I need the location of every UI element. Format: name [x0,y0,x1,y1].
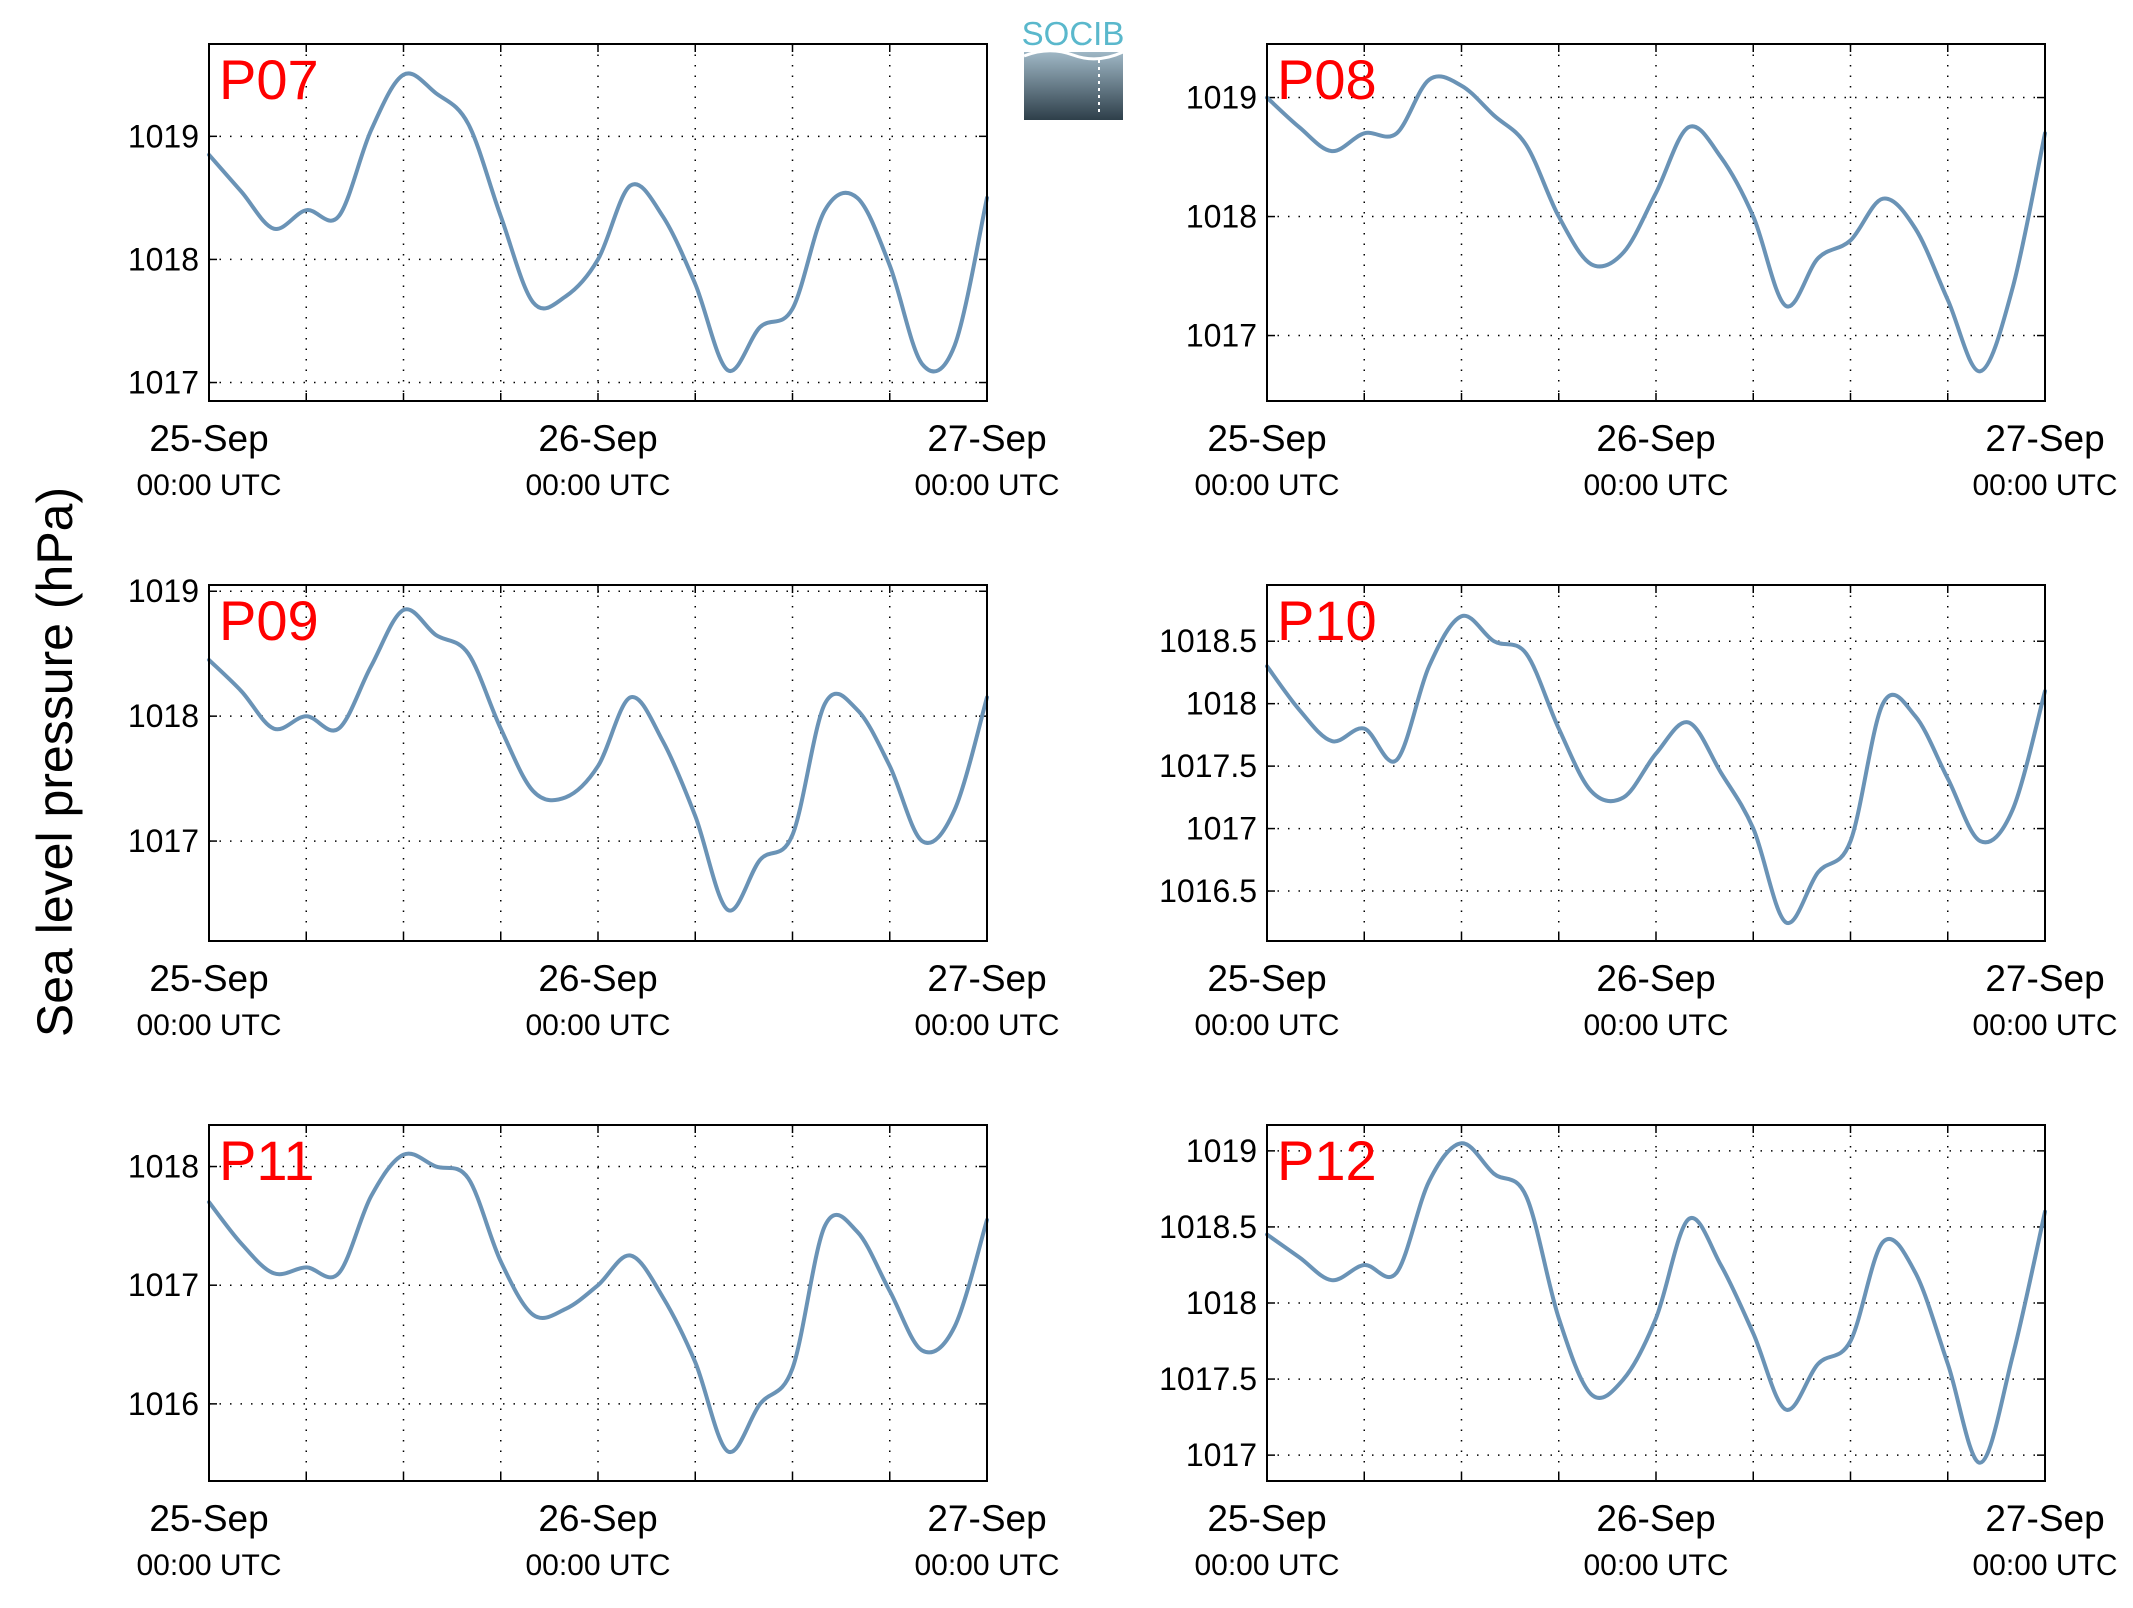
logo-text: SOCIB [1022,15,1125,52]
axes-frame [1266,1124,2046,1482]
panel-p09: 1017 1018 1019 P09 25-Sep 00:00 UTC 26-Sep 00:0… [128,573,1060,1042]
x-tick-date-label: 25-Sep [149,418,268,459]
x-tick-date-label: 26-Sep [538,958,657,999]
x-tick-date-label: 27-Sep [927,1498,1046,1539]
pressure-series-line [1265,74,2047,374]
panel-label: P07 [219,48,319,111]
panels: 1017 1018 1019 P07 25-Sep 00:00 UTC 26-Sep 00:0… [128,43,2118,1582]
x-tick-time-label: 00:00 UTC [914,469,1059,502]
panel-label: P08 [1277,48,1377,111]
logo-wave [1023,49,1124,61]
y-tick-label: 1018 [128,698,199,734]
plot-area [1267,585,2045,941]
axes-frame [1266,43,2046,402]
y-tick-label: 1017.5 [1159,1361,1257,1397]
y-tick-label: 1017 [1186,1437,1257,1473]
x-tick-time-label: 00:00 UTC [1583,1009,1728,1042]
panel-p12: 1017 1017.5 1018 1018.5 1019 P12 25-Sep 00:00 U… [1159,1124,2118,1582]
x-tick-time-label: 00:00 UTC [525,1549,670,1582]
socib-logo: SOCIB [1022,15,1125,120]
x-tick-date-label: 27-Sep [1985,1498,2104,1539]
y-tick-label: 1018 [1186,199,1257,235]
axes-frame [1266,584,2046,942]
axes-frame [208,1124,988,1482]
pressure-series-line [1265,613,2047,925]
panel-label: P12 [1277,1129,1377,1192]
x-tick-date-label: 26-Sep [538,418,657,459]
pressure-series-line [1265,1141,2047,1465]
panel-p08: 1017 1018 1019 P08 25-Sep 00:00 UTC 26-Sep 00:0… [1186,43,2118,502]
y-tick-label: 1018.5 [1159,1209,1257,1245]
y-axis-label: Sea level pressure (hPa) [27,487,83,1037]
y-tick-label: 1019 [1186,80,1257,116]
x-tick-time-label: 00:00 UTC [1194,1549,1339,1582]
panel-label: P10 [1277,589,1377,652]
x-tick-date-label: 27-Sep [1985,418,2104,459]
x-tick-date-label: 27-Sep [1985,958,2104,999]
x-tick-date-label: 27-Sep [927,418,1046,459]
y-tick-label: 1017 [1186,318,1257,354]
y-tick-label: 1017 [128,365,199,401]
panel-p11: 1016 1017 1018 P11 25-Sep 00:00 UTC 26-Sep 00:0… [128,1124,1060,1582]
x-tick-time-label: 00:00 UTC [1583,1549,1728,1582]
x-tick-date-label: 26-Sep [538,1498,657,1539]
y-tick-label: 1018 [128,1149,199,1185]
y-tick-label: 1018.5 [1159,623,1257,659]
y-tick-label: 1017 [128,823,199,859]
y-tick-label: 1018 [1186,686,1257,722]
y-tick-label: 1019 [128,573,199,609]
y-tick-label: 1018 [1186,1285,1257,1321]
y-tick-label: 1016.5 [1159,873,1257,909]
x-tick-time-label: 00:00 UTC [1972,1549,2117,1582]
panel-label: P09 [219,589,319,652]
x-tick-time-label: 00:00 UTC [136,1549,281,1582]
y-tick-label: 1017 [1186,811,1257,847]
x-tick-date-label: 26-Sep [1596,958,1715,999]
panel-label: P11 [219,1129,314,1192]
panel-p10: 1016.5 1017 1017.5 1018 1018.5 P10 25-Sep 00:00… [1159,584,2118,1042]
y-tick-label: 1016 [128,1386,199,1422]
axes-frame [208,43,988,402]
panel-p07: 1017 1018 1019 P07 25-Sep 00:00 UTC 26-Sep 00:0… [128,43,1060,502]
x-tick-date-label: 25-Sep [149,958,268,999]
y-tick-label: 1017 [128,1267,199,1303]
logo-water-block [1024,52,1123,120]
x-tick-time-label: 00:00 UTC [1194,469,1339,502]
x-tick-date-label: 25-Sep [1207,1498,1326,1539]
x-tick-time-label: 00:00 UTC [914,1549,1059,1582]
y-tick-label: 1019 [128,118,199,154]
x-tick-time-label: 00:00 UTC [1583,469,1728,502]
plot-area [209,1125,987,1481]
x-tick-time-label: 00:00 UTC [1194,1009,1339,1042]
x-tick-time-label: 00:00 UTC [136,1009,281,1042]
y-tick-label: 1018 [128,241,199,277]
x-tick-date-label: 25-Sep [1207,418,1326,459]
x-tick-date-label: 26-Sep [1596,1498,1715,1539]
pressure-series-line [207,1151,989,1454]
x-tick-date-label: 27-Sep [927,958,1046,999]
x-tick-time-label: 00:00 UTC [914,1009,1059,1042]
y-tick-label: 1017.5 [1159,748,1257,784]
pressure-series-line [207,71,989,374]
x-tick-date-label: 25-Sep [1207,958,1326,999]
axes-frame [208,584,988,942]
x-tick-time-label: 00:00 UTC [1972,469,2117,502]
y-tick-label: 1019 [1186,1133,1257,1169]
x-tick-time-label: 00:00 UTC [525,1009,670,1042]
pressure-series-line [207,607,989,913]
x-tick-date-label: 25-Sep [149,1498,268,1539]
x-tick-time-label: 00:00 UTC [1972,1009,2117,1042]
x-tick-time-label: 00:00 UTC [136,469,281,502]
x-tick-date-label: 26-Sep [1596,418,1715,459]
x-tick-time-label: 00:00 UTC [525,469,670,502]
